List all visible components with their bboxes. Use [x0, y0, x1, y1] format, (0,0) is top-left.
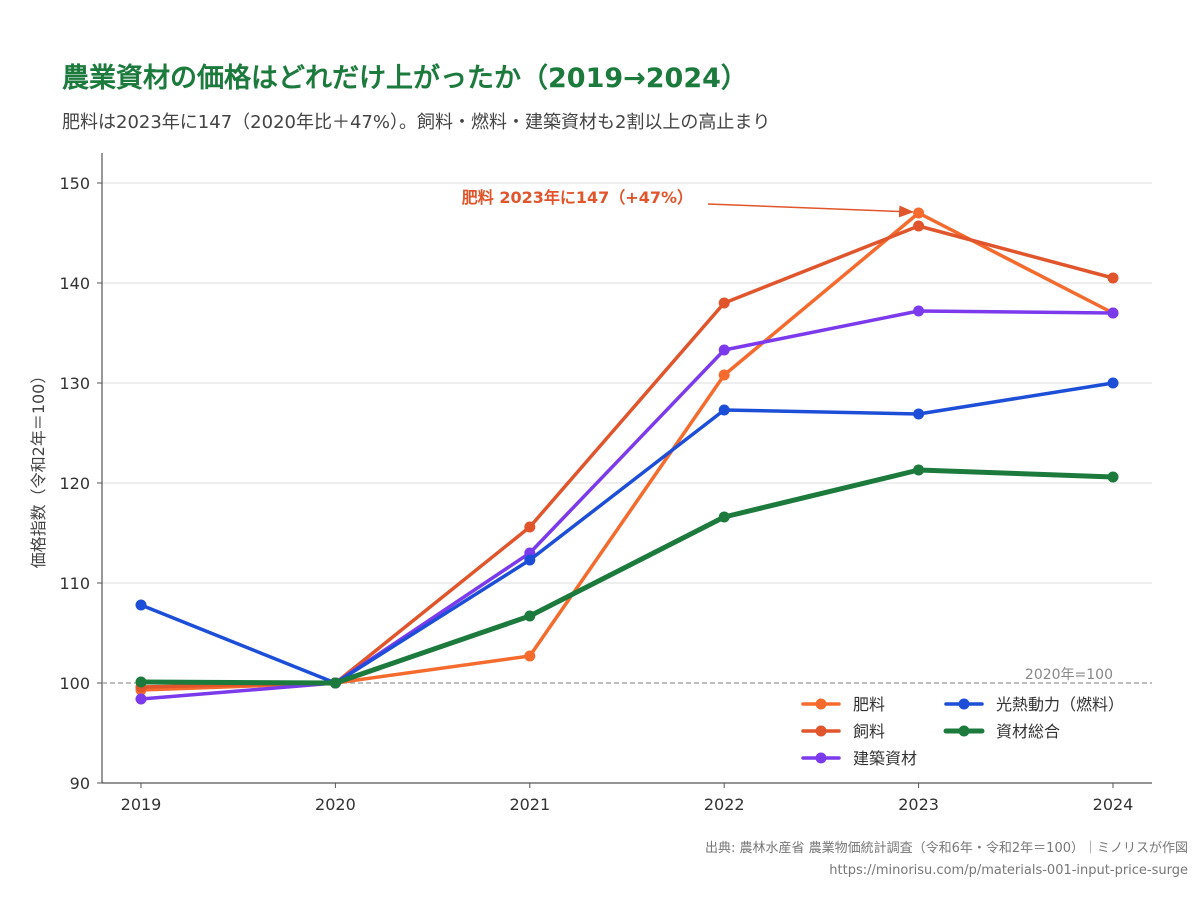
x-tick-label: 2020: [315, 795, 356, 814]
axes: 90 100 110 120 130 140 150 2019 2020 2021 2022 2023…: [29, 153, 1152, 814]
reference-line-group: 2020年=100: [102, 667, 1152, 684]
data-point-overall: [135, 676, 147, 688]
data-point-overall: [1107, 471, 1119, 483]
y-tick-label: 110: [59, 574, 90, 593]
data-point-feed: [1107, 272, 1119, 284]
series-line-feed: [139, 224, 1115, 689]
legend-label-feed: 飼料: [853, 722, 885, 741]
chart-title: 農業資材の価格はどれだけ上がったか（2019→2024）: [62, 63, 748, 94]
annotation-arrow: [707, 203, 915, 218]
data-point-overall: [524, 610, 536, 622]
series-lines: [135, 207, 1119, 705]
x-tick-label: 2023: [898, 795, 939, 814]
legend-marker-overall: [958, 725, 970, 737]
legend-marker-fuel: [958, 698, 970, 710]
data-point-fertilizer: [913, 207, 925, 219]
x-tick-label: 2021: [509, 795, 550, 814]
data-point-fertilizer: [524, 650, 536, 662]
y-tick-label: 130: [59, 374, 90, 393]
series-line-building: [139, 309, 1115, 701]
data-point-feed: [718, 297, 730, 309]
grid-lines: [102, 182, 1152, 584]
data-point-fertilizer: [718, 369, 730, 381]
data-point-fuel: [135, 599, 147, 611]
data-point-building: [913, 305, 925, 317]
data-point-building: [718, 344, 730, 356]
y-tick-label: 120: [59, 474, 90, 493]
legend-label-overall: 資材総合: [996, 722, 1060, 741]
legend-marker-feed: [815, 725, 827, 737]
data-point-overall: [913, 464, 925, 476]
legend-marker-fertilizer: [815, 698, 827, 710]
annotation-label: 肥料 2023年に147（+47%）: [462, 188, 693, 207]
chart-subtitle: 肥料は2023年に147（2020年比＋47%）。飼料・燃料・建築資材も2割以上…: [62, 112, 771, 133]
data-point-fuel: [1107, 377, 1119, 389]
annotation-group: 肥料 2023年に147（+47%）: [462, 188, 915, 218]
data-point-overall: [329, 677, 341, 689]
y-tick-label: 100: [59, 674, 90, 693]
series-line-fuel: [139, 381, 1115, 685]
series-line-overall: [138, 467, 1116, 686]
legend-marker-building: [815, 752, 827, 764]
y-tick-label: 150: [59, 174, 90, 193]
legend-label-fuel: 光熱動力（燃料）: [996, 695, 1124, 714]
data-point-fuel: [913, 408, 925, 420]
x-tick-label: 2019: [121, 795, 162, 814]
legend-label-building: 建築資材: [853, 749, 917, 768]
y-axis-title: 価格指数（令和2年＝100）: [29, 368, 48, 569]
source-citation: 出典: 農林水産省 農業物価統計調査（令和6年・令和2年＝100）｜ミノリスが作…: [704, 841, 1188, 856]
data-point-fuel: [524, 554, 536, 566]
x-tick-label: 2022: [704, 795, 745, 814]
legend-label-fertilizer: 肥料: [853, 695, 885, 714]
data-point-fuel: [718, 404, 730, 416]
reference-line-label: 2020年=100: [1025, 667, 1113, 683]
x-tick-label: 2024: [1093, 795, 1134, 814]
y-tick-label: 90: [70, 774, 90, 793]
source-url[interactable]: https://minorisu.com/p/materials-001-inp…: [829, 863, 1188, 878]
y-tick-label: 140: [59, 274, 90, 293]
data-point-building: [135, 693, 147, 705]
data-point-feed: [913, 220, 925, 232]
data-point-overall: [718, 511, 730, 523]
data-point-building: [1107, 307, 1119, 319]
data-point-feed: [524, 521, 536, 533]
source-note: 出典: 農林水産省 農業物価統計調査（令和6年・令和2年＝100）｜ミノリスが作…: [705, 838, 1188, 882]
line-chart: 90 100 110 120 130 140 150 2019 2020 2021 2022 2023…: [29, 153, 1152, 814]
